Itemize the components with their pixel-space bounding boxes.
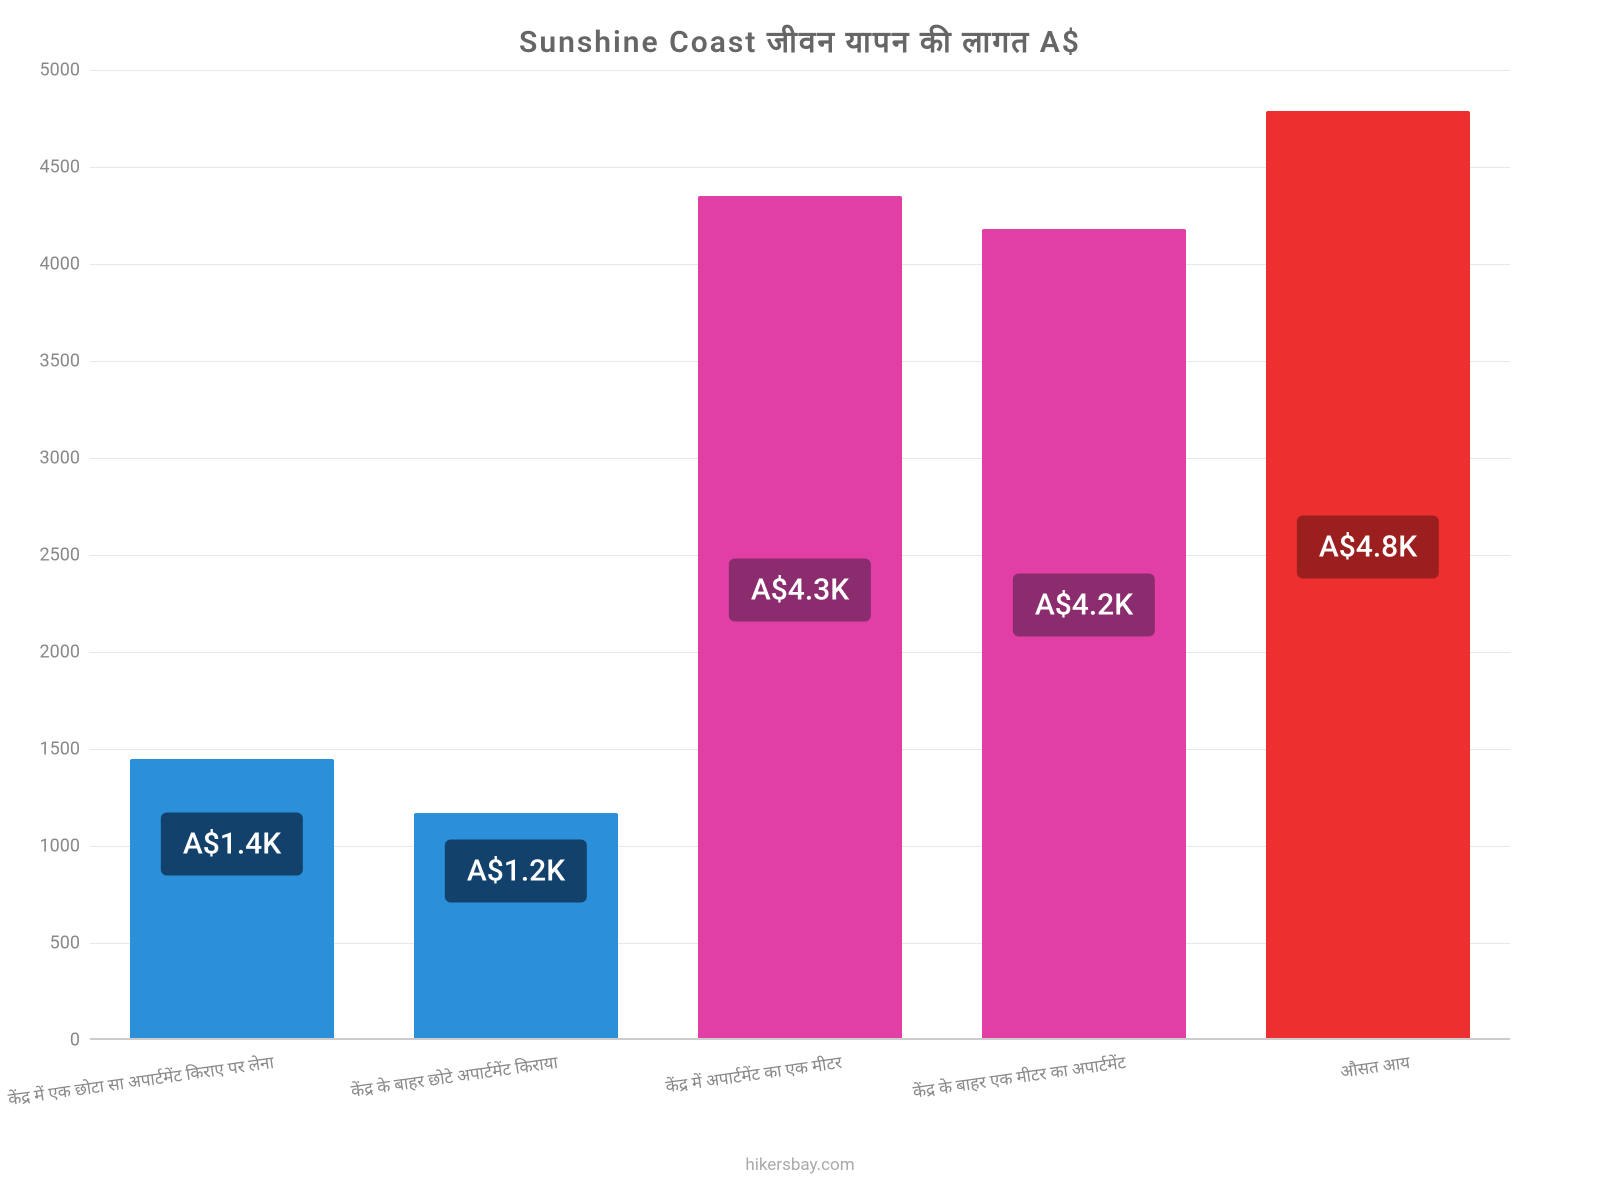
bar-value-label: A$4.3K [729,558,871,621]
ytick-label: 3500 [0,351,80,372]
bar-value-label: A$1.2K [445,840,587,903]
attribution-text: hikersbay.com [0,1155,1600,1175]
cost-of-living-chart: Sunshine Coast जीवन यापन की लागत A$ 0 500… [0,0,1600,1200]
ytick-label: 1500 [0,739,80,760]
ytick-label: 1000 [0,836,80,857]
gridline [90,70,1510,71]
ytick-label: 5000 [0,60,80,81]
ytick-label: 3000 [0,448,80,469]
bar-value-label: A$4.8K [1297,516,1439,579]
bar [130,759,334,1038]
bar-value-label: A$1.4K [161,813,303,876]
chart-title: Sunshine Coast जीवन यापन की लागत A$ [0,20,1600,61]
ytick-label: 2500 [0,545,80,566]
ytick-label: 4000 [0,254,80,275]
ytick-label: 0 [0,1030,80,1051]
ytick-label: 500 [0,933,80,954]
bar-value-label: A$4.2K [1013,574,1155,637]
ytick-label: 4500 [0,157,80,178]
ytick-label: 2000 [0,642,80,663]
